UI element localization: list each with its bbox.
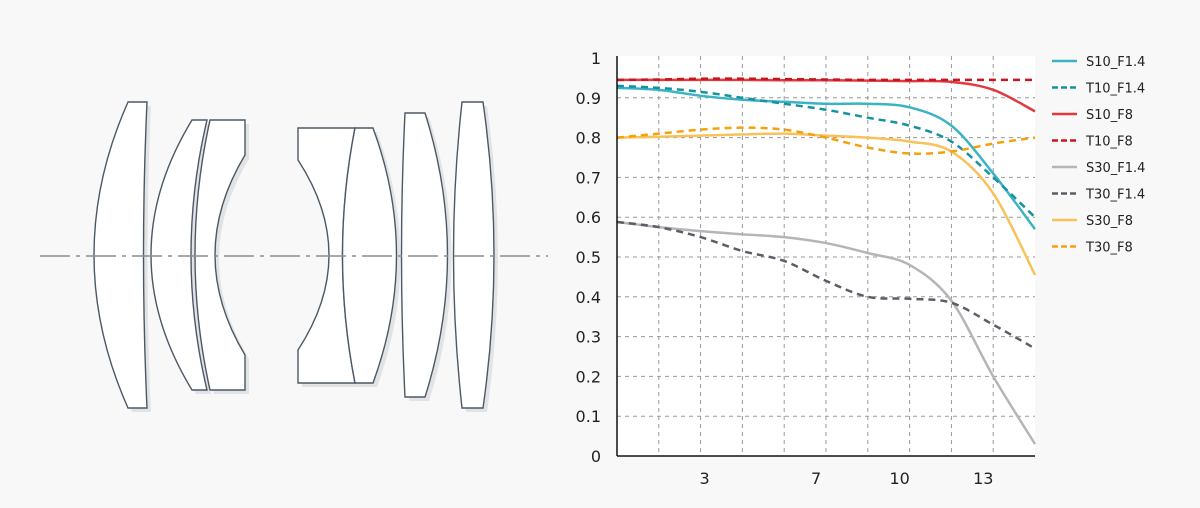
y-tick-label: 0.4 — [576, 288, 601, 307]
y-tick-label: 0.9 — [576, 89, 601, 108]
lens-element-3 — [194, 119, 246, 391]
y-tick-label: 0.8 — [576, 129, 601, 148]
legend-label: T10_F1.4 — [1085, 82, 1145, 97]
y-tick-label: 0.3 — [576, 328, 601, 347]
series-line-t30-f1-4 — [616, 220, 1036, 350]
legend-label: T30_F8 — [1085, 241, 1133, 256]
legend-label: T30_F1.4 — [1085, 188, 1145, 203]
lens-element-1 — [93, 101, 148, 409]
series-line-s30-f1-4 — [616, 220, 1037, 445]
lens-diagram — [40, 101, 548, 412]
legend-label: S10_F8 — [1086, 108, 1133, 123]
legend-label: S30_F8 — [1086, 214, 1133, 229]
x-tick-label: 7 — [811, 469, 821, 488]
legend-label: S30_F1.4 — [1086, 161, 1145, 176]
series-line-t10-f8 — [616, 77, 1035, 82]
y-tick-label: 0.6 — [576, 208, 601, 227]
y-tick-label: 0.7 — [576, 168, 601, 187]
x-tick-label: 3 — [700, 469, 710, 488]
legend-label: S10_F1.4 — [1086, 55, 1145, 70]
y-tick-label: 0.1 — [576, 407, 601, 426]
y-tick-label: 0.2 — [576, 367, 601, 386]
series-line-s30-f8 — [616, 132, 1037, 276]
lens-element-6 — [400, 112, 449, 398]
lens-element-7 — [452, 101, 495, 409]
series-line-t30-f8 — [616, 126, 1036, 155]
x-tick-label: 10 — [889, 469, 909, 488]
series-line-t10-f1-4 — [616, 84, 1036, 219]
series-line-s10-f1-4 — [616, 86, 1036, 230]
y-tick-label: 0 — [591, 447, 601, 466]
legend-label: T10_F8 — [1085, 135, 1133, 150]
y-tick-label: 0.5 — [576, 248, 601, 267]
lens-element-2 — [150, 119, 208, 391]
x-tick-label: 13 — [973, 469, 993, 488]
y-tick-label: 1 — [591, 49, 601, 68]
